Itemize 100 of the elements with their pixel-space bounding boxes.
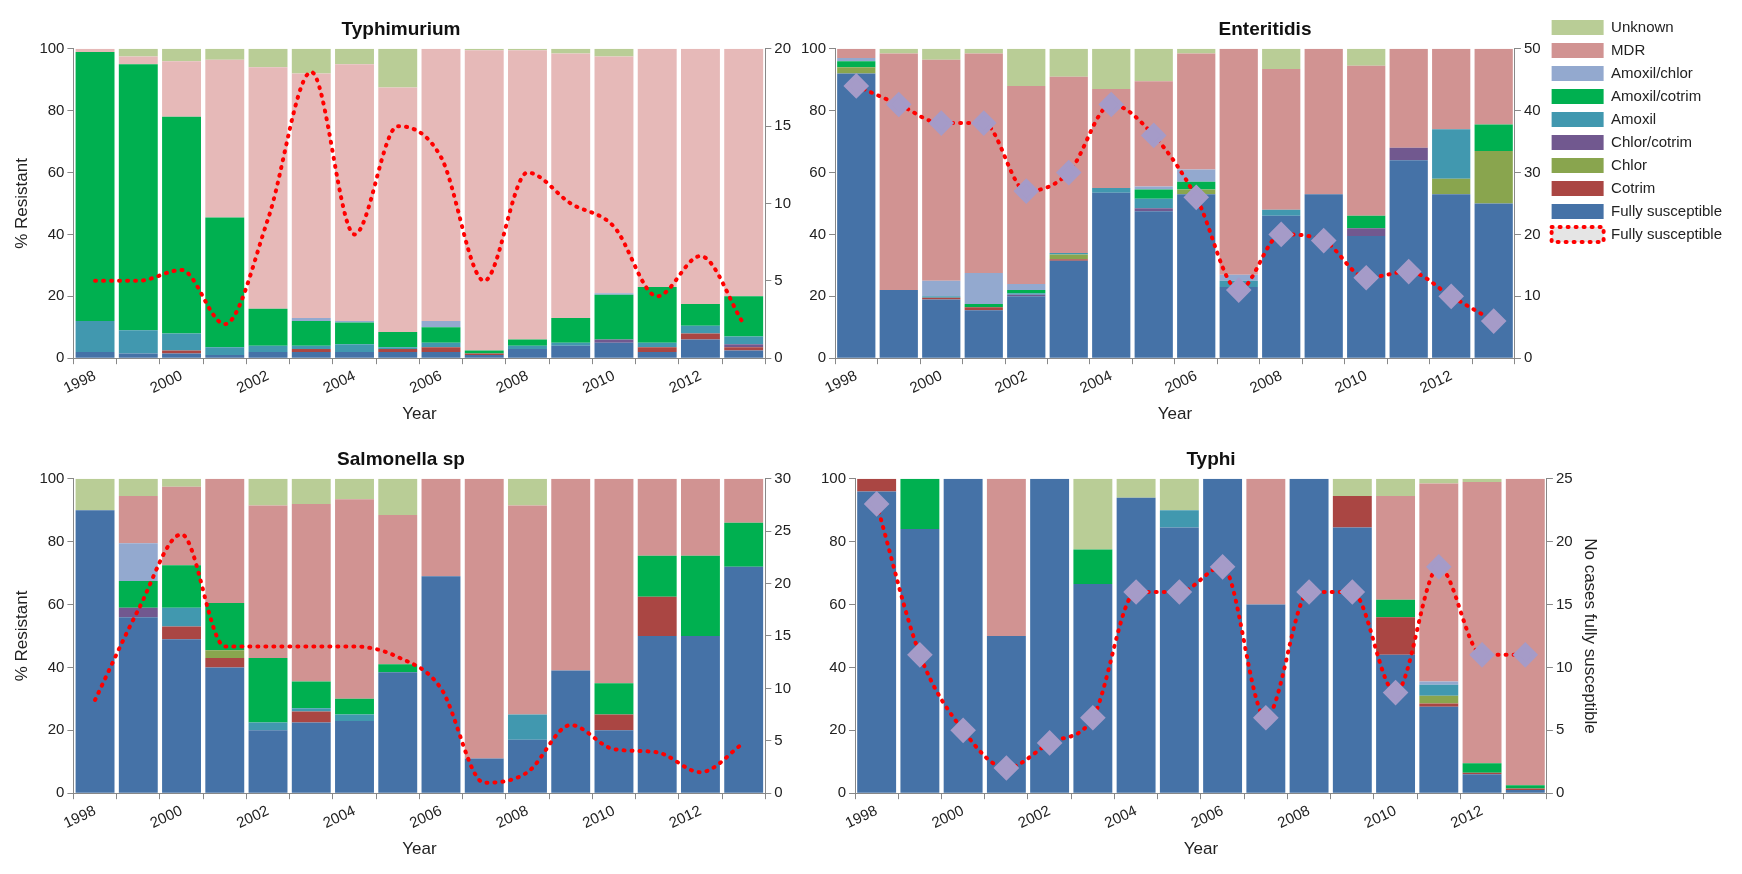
y-tick-label: 0 <box>817 348 827 366</box>
y2-tick-label: 25 <box>774 521 791 539</box>
x-tick-label: 2012 <box>1416 366 1455 396</box>
y-tick-label: 80 <box>809 100 827 118</box>
legend-label: Chlor/cotrim <box>1611 132 1692 150</box>
x-tick-label: 2004 <box>320 366 358 396</box>
x-tick-label: 1998 <box>821 366 860 396</box>
x-axis-title: Year <box>1157 404 1193 424</box>
y-tick-label: 60 <box>809 162 827 180</box>
y-tick-label: 20 <box>829 720 847 738</box>
x-tick-label: 2012 <box>666 366 704 396</box>
y2-tick-label: 10 <box>774 678 791 696</box>
y-tick-label: 40 <box>809 224 827 242</box>
y2-tick-label: 20 <box>1523 224 1541 242</box>
y2-tick-label: 30 <box>1523 162 1541 180</box>
legend-label: Unknown <box>1611 17 1674 35</box>
x-tick-label: 2002 <box>233 366 272 396</box>
x-tick-label: 2008 <box>1246 366 1285 396</box>
chart-title: Typhimurium <box>341 17 461 39</box>
x-tick-label: 2000 <box>906 366 945 396</box>
y2-tick-label: 0 <box>774 783 783 801</box>
x-tick-label: 2010 <box>1331 366 1370 396</box>
y2-tick-label: 5 <box>774 730 783 748</box>
legend-label: Fully susceptible <box>1611 224 1723 242</box>
y-tick-label: 40 <box>829 657 847 675</box>
legend-label: Amoxil/cotrim <box>1611 86 1702 104</box>
y-tick-label: 60 <box>47 162 65 180</box>
x-tick-label: 2002 <box>233 801 272 831</box>
x-axis-title: Year <box>402 404 437 424</box>
y-tick-label: 100 <box>821 468 847 486</box>
y2-tick-label: 50 <box>1523 38 1541 56</box>
y-tick-label: 0 <box>56 348 65 366</box>
y2-tick-label: 20 <box>774 573 791 591</box>
y-axis-title: % Resistant <box>11 590 31 682</box>
x-tick-label: 2010 <box>579 801 617 831</box>
x-tick-label: 2004 <box>1076 366 1115 396</box>
y2-tick-label: 5 <box>774 270 783 288</box>
y2-tick-label: 30 <box>774 468 791 486</box>
chart-title: Typhi <box>1186 447 1236 469</box>
x-tick-label: 2006 <box>406 366 445 396</box>
y-tick-label: 40 <box>47 657 65 675</box>
x-tick-label: 2006 <box>1188 801 1226 831</box>
x-tick-label: 2006 <box>1161 366 1200 396</box>
x-tick-label: 2000 <box>928 801 967 831</box>
x-tick-label: 1998 <box>60 801 99 831</box>
y-tick-label: 80 <box>47 100 65 118</box>
y-tick-label: 80 <box>829 531 847 549</box>
x-tick-label: 2002 <box>1015 801 1053 831</box>
x-tick-label: 2010 <box>1361 801 1399 831</box>
legend-label: Chlor <box>1611 155 1647 173</box>
legend-label: MDR <box>1611 40 1646 58</box>
y2-tick-label: 25 <box>1555 468 1573 486</box>
chart-title: Salmonella sp <box>337 447 465 469</box>
y-axis-title: % Resistant <box>11 157 31 249</box>
y2-tick-label: 20 <box>774 38 791 56</box>
x-tick-label: 2008 <box>1274 801 1313 831</box>
y-tick-label: 40 <box>47 224 65 242</box>
x-tick-label: 2006 <box>406 801 445 831</box>
y2-tick-label: 15 <box>774 116 791 134</box>
y-tick-label: 100 <box>39 38 65 56</box>
y2-tick-label: 5 <box>1555 720 1565 738</box>
legend-label: Amoxil/chlor <box>1611 63 1693 81</box>
y2-tick-label: 15 <box>1555 594 1573 612</box>
y-tick-label: 60 <box>47 594 65 612</box>
x-tick-label: 1998 <box>842 801 880 831</box>
y-tick-label: 0 <box>56 783 65 801</box>
y2-tick-label: 10 <box>1555 657 1573 675</box>
legend-label: Amoxil <box>1611 109 1657 127</box>
y2-tick-label: 0 <box>1523 348 1533 366</box>
x-tick-label: 2008 <box>493 801 531 831</box>
y2-tick-label: 10 <box>1523 286 1541 304</box>
x-tick-label: 2004 <box>1101 801 1140 831</box>
y-tick-label: 20 <box>47 286 65 304</box>
legend-label: Fully susceptible <box>1611 201 1723 219</box>
x-tick-label: 2004 <box>320 801 358 831</box>
y-tick-label: 60 <box>829 594 847 612</box>
y2-axis-title: No cases fully susceptible <box>1581 538 1601 734</box>
chart-title: Enteritidis <box>1218 17 1312 39</box>
x-tick-label: 2012 <box>1447 801 1486 831</box>
x-axis-title: Year <box>1183 839 1219 859</box>
y-tick-label: 20 <box>809 286 827 304</box>
x-tick-label: 1998 <box>60 366 99 396</box>
y-tick-label: 20 <box>47 720 65 738</box>
x-tick-label: 2012 <box>666 801 704 831</box>
y2-tick-label: 10 <box>774 193 791 211</box>
y2-tick-label: 15 <box>774 626 791 644</box>
legend-label: Cotrim <box>1611 178 1656 196</box>
y-tick-label: 0 <box>837 783 847 801</box>
x-tick-label: 2000 <box>147 801 185 831</box>
y2-tick-label: 0 <box>1555 783 1565 801</box>
y2-tick-label: 20 <box>1555 531 1573 549</box>
x-tick-label: 2000 <box>147 366 185 396</box>
y-tick-label: 100 <box>39 468 65 486</box>
y-tick-label: 80 <box>47 531 65 549</box>
y-tick-label: 100 <box>801 38 827 56</box>
x-tick-label: 2002 <box>991 366 1030 396</box>
y2-tick-label: 0 <box>774 348 783 366</box>
x-tick-label: 2010 <box>579 366 617 396</box>
x-tick-label: 2008 <box>493 366 531 396</box>
x-axis-title: Year <box>402 839 437 859</box>
